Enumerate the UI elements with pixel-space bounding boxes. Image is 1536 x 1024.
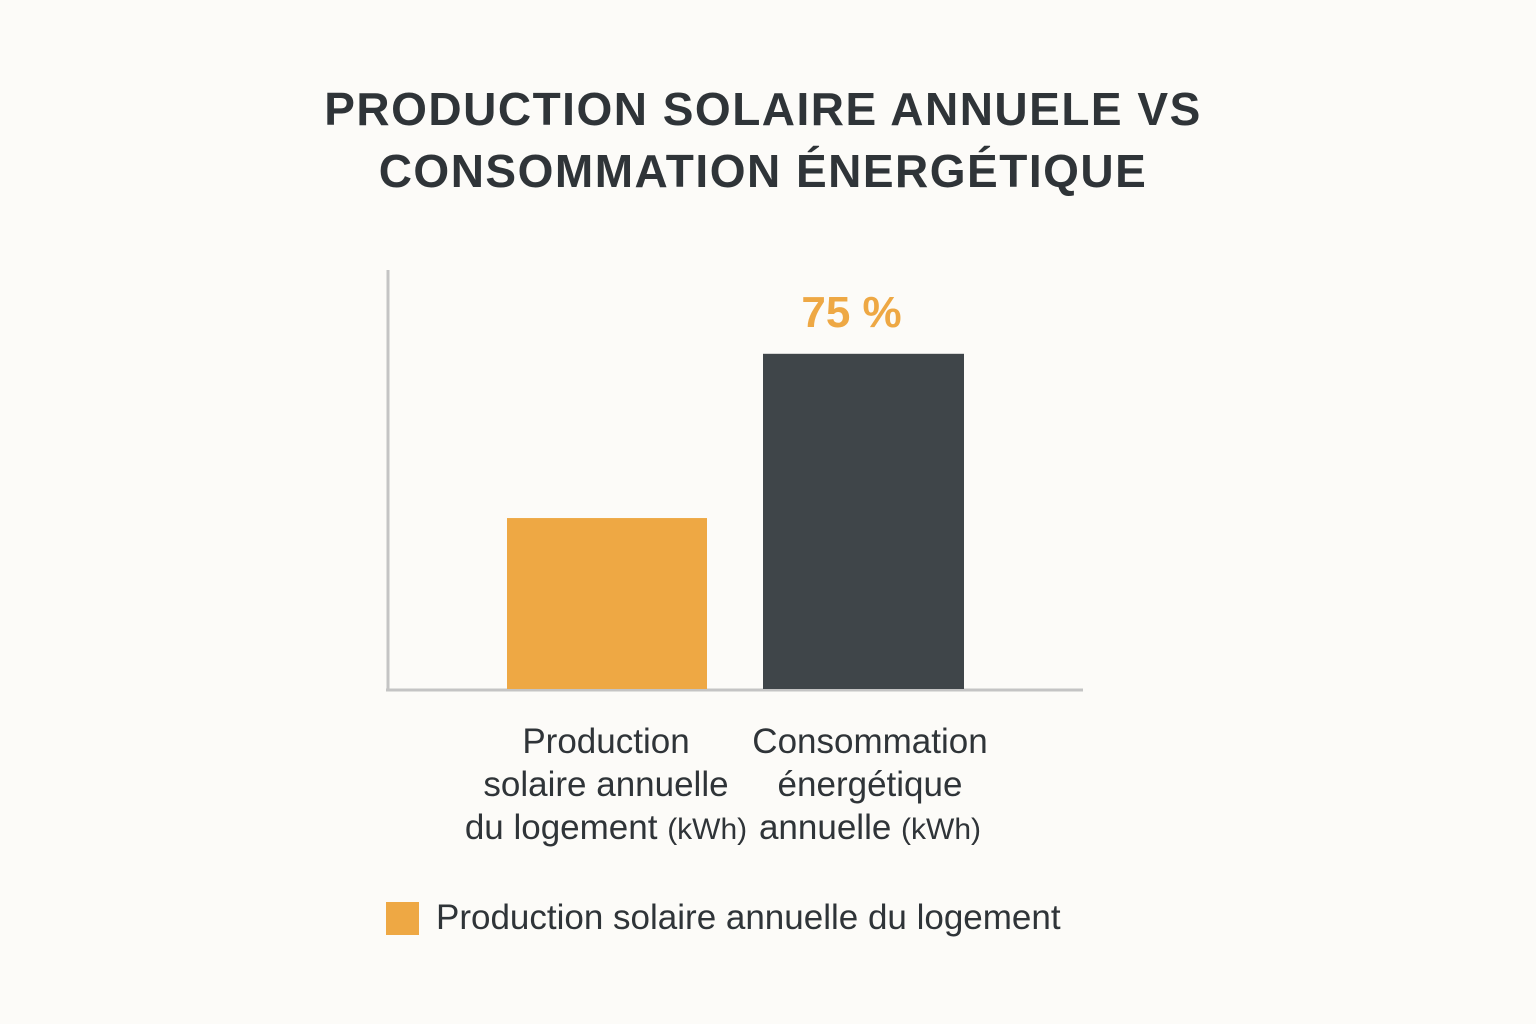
x-tick-label-unit: (kWh) <box>901 813 982 846</box>
chart-title-line-2: CONSOMMATION ÉNERGÉTIQUE <box>378 145 1148 197</box>
x-tick-label-line: du logement (kWh) <box>446 806 766 851</box>
x-tick-label-unit: (kWh) <box>667 813 748 846</box>
x-tick-label-line: Production <box>522 722 690 761</box>
x-tick-label-line: solaire annuelle <box>483 765 729 804</box>
bar-production <box>507 518 707 689</box>
chart-title-line-1: PRODUCTION SOLAIRE ANNUELE VS <box>324 83 1202 135</box>
legend: Production solaire annuelle du logement <box>386 898 1061 938</box>
legend-swatch-production <box>386 901 419 935</box>
x-tick-label-consumption: Consommation énergétique annuelle (kWh) <box>710 720 1030 851</box>
x-tick-label-line: Consommation <box>752 722 988 761</box>
x-tick-label-line: énergétique <box>777 765 963 804</box>
x-tick-label-line: annuelle (kWh) <box>710 806 1030 851</box>
data-label-consumption: 75 % <box>801 288 901 337</box>
chart-title: PRODUCTION SOLAIRE ANNUELE VS CONSOMMATI… <box>0 78 1526 202</box>
legend-label-production: Production solaire annuelle du logement <box>436 898 1061 937</box>
x-tick-label-text: du logement <box>464 808 658 847</box>
x-tick-label-production: Production solaire annuelle du logement … <box>446 720 766 851</box>
x-tick-label-text: annuelle <box>758 808 892 847</box>
bar-consumption <box>763 353 964 689</box>
